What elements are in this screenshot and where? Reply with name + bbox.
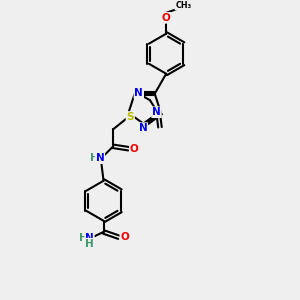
Text: CH₃: CH₃ [175,1,191,10]
Text: N: N [85,233,94,243]
Text: H: H [85,239,94,249]
Text: N: N [139,123,147,133]
Text: N: N [96,153,104,163]
Text: H: H [90,153,99,163]
Text: N: N [134,88,143,98]
Text: O: O [130,144,139,154]
Text: O: O [162,13,171,23]
Text: S: S [127,112,134,122]
Text: O: O [120,232,129,242]
Text: H: H [79,233,87,243]
Text: N: N [152,107,161,117]
